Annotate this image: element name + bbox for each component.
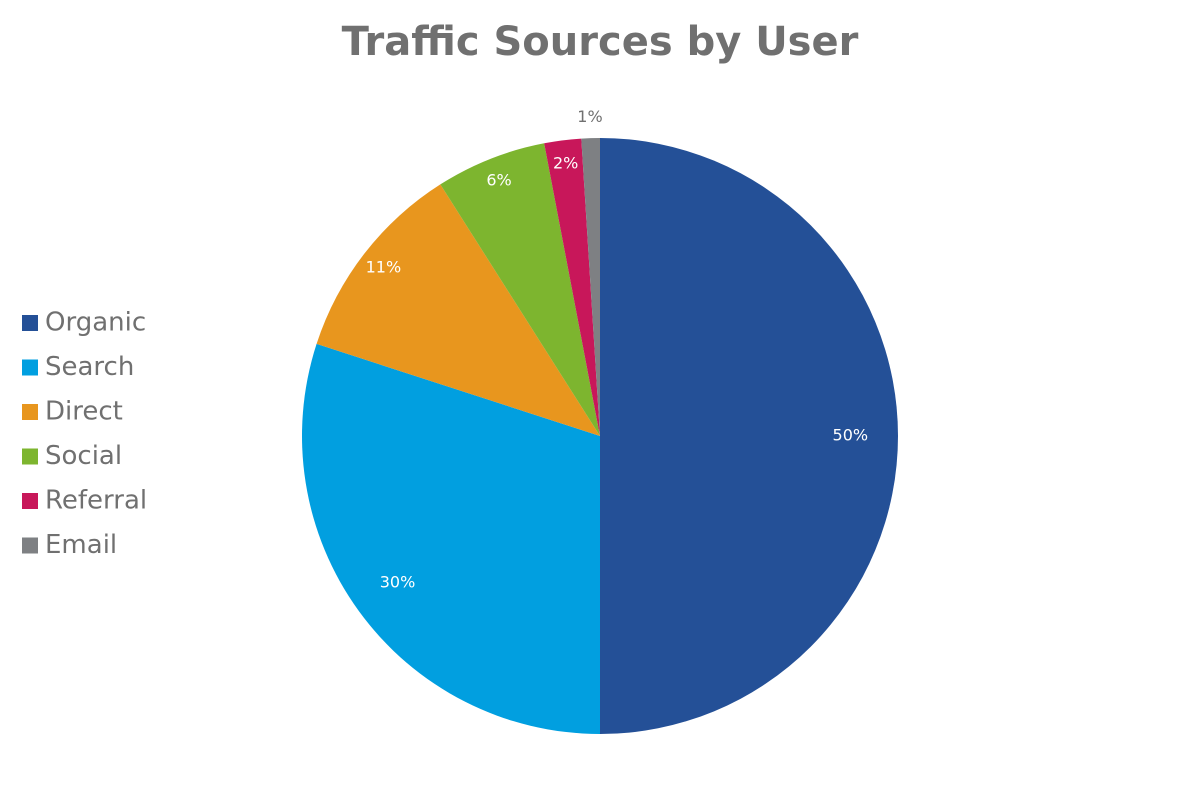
legend-swatch bbox=[22, 315, 38, 331]
chart-title: Traffic Sources by User bbox=[342, 19, 859, 65]
data-label: 1% bbox=[577, 107, 602, 126]
pie-slice bbox=[440, 143, 600, 437]
legend-label: Search bbox=[45, 352, 134, 382]
legend-swatch bbox=[22, 404, 38, 420]
data-label: 30% bbox=[380, 573, 416, 592]
data-label: 6% bbox=[486, 171, 511, 190]
legend-label: Email bbox=[45, 530, 117, 560]
pie-slice bbox=[544, 138, 600, 437]
pie-slice bbox=[581, 138, 600, 436]
data-label: 50% bbox=[833, 426, 869, 445]
data-label: 2% bbox=[553, 154, 578, 173]
legend-label: Social bbox=[45, 441, 122, 471]
legend-swatch bbox=[22, 448, 38, 465]
data-label: 11% bbox=[366, 257, 402, 276]
legend-swatch bbox=[22, 493, 38, 509]
pie-slice bbox=[600, 138, 898, 734]
legend-swatch bbox=[22, 537, 38, 554]
legend-label: Organic bbox=[45, 308, 146, 338]
pie-slice bbox=[302, 343, 600, 734]
legend-label: Direct bbox=[45, 397, 123, 427]
legend-swatch bbox=[22, 359, 38, 376]
legend-label: Referral bbox=[45, 486, 147, 516]
pie-slice bbox=[316, 184, 600, 436]
